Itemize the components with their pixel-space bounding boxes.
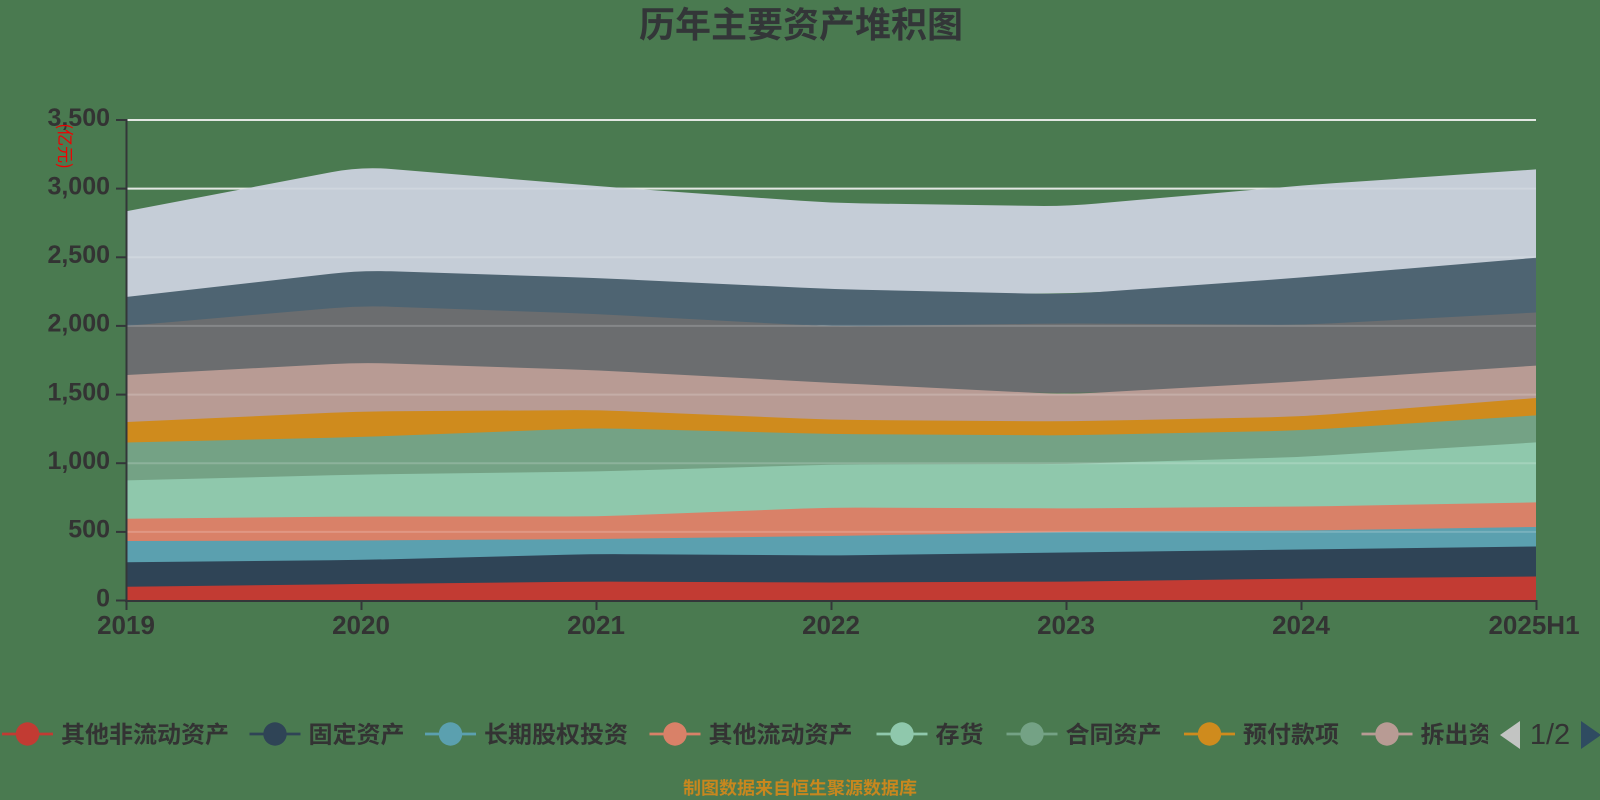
svg-text:2,000: 2,000	[47, 310, 110, 338]
svg-text:2019: 2019	[97, 610, 155, 640]
svg-text:500: 500	[68, 516, 110, 544]
svg-text:2025H1: 2025H1	[1488, 610, 1579, 640]
svg-text:2,500: 2,500	[47, 241, 110, 269]
svg-text:2021: 2021	[567, 610, 625, 640]
svg-text:3,000: 3,000	[47, 172, 110, 200]
svg-text:2023: 2023	[1037, 610, 1095, 640]
svg-text:1,000: 1,000	[47, 447, 110, 475]
svg-text:2024: 2024	[1272, 610, 1330, 640]
svg-text:1/2: 1/2	[1530, 719, 1570, 751]
svg-text:2020: 2020	[332, 610, 390, 640]
svg-text:1,500: 1,500	[47, 378, 110, 406]
svg-text:0: 0	[96, 584, 110, 612]
svg-text:2022: 2022	[802, 610, 860, 640]
